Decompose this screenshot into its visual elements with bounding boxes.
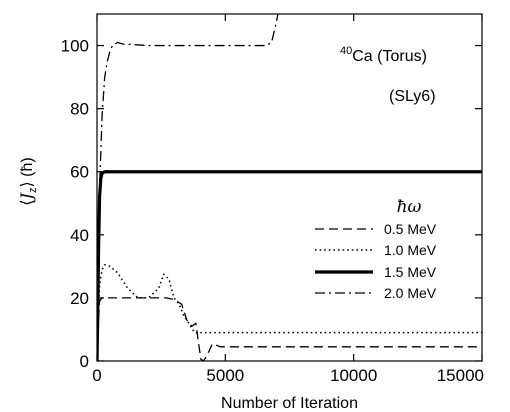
series-lines [97, 14, 482, 361]
x-tick-label: 15000 [437, 366, 484, 385]
series-line-2_0-MeV [97, 14, 279, 361]
y-tick-label: 100 [61, 37, 89, 56]
x-axis-label: Number of Iteration [221, 395, 358, 412]
series-line-1_0-MeV [97, 264, 482, 361]
annotation-nucleus: 40Ca (Torus) [340, 45, 427, 65]
x-tick-label: 5000 [206, 366, 244, 385]
y-tick-label: 20 [70, 289, 89, 308]
annotation-force: (SLy6) [389, 88, 436, 105]
legend-label: 0.5 MeV [384, 221, 437, 237]
axis-tick-labels: 0 5000 10000 15000 0 20 40 60 80 100 [61, 37, 484, 385]
legend: ħω 0.5 MeV 1.0 MeV 1.5 MeV 2.0 MeV [315, 197, 437, 301]
x-tick-label: 0 [92, 366, 101, 385]
legend-label: 2.0 MeV [384, 285, 437, 301]
y-tick-label: 80 [70, 100, 89, 119]
y-tick-label: 60 [70, 163, 89, 182]
legend-title: ħω [397, 197, 422, 217]
y-tick-label: 0 [80, 352, 89, 371]
y-axis-label: ⟨Jz⟩ (ħ) [17, 157, 39, 205]
plot-frame [96, 13, 483, 362]
x-tick-label: 10000 [330, 366, 377, 385]
legend-items: 0.5 MeV 1.0 MeV 1.5 MeV 2.0 MeV [315, 221, 437, 301]
series-line-0_5-MeV [97, 297, 482, 361]
y-tick-label: 40 [70, 226, 89, 245]
legend-label: 1.0 MeV [384, 242, 437, 258]
legend-label: 1.5 MeV [384, 264, 437, 280]
axis-ticks [96, 14, 483, 362]
